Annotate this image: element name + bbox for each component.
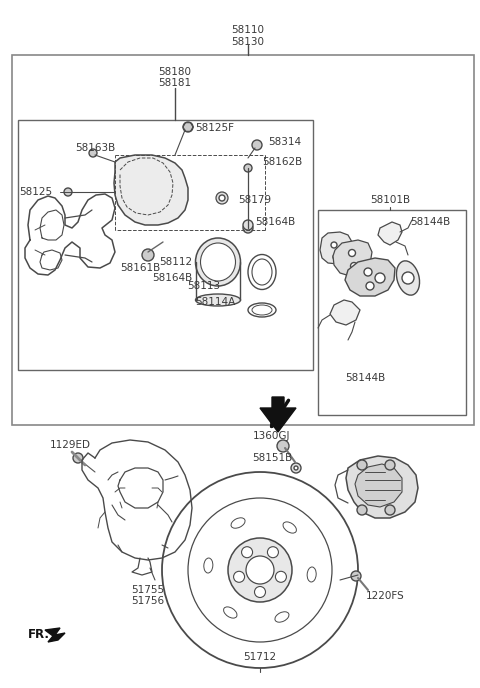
Ellipse shape [201, 243, 236, 281]
Bar [12, 55, 474, 425]
Text: 58144B: 58144B [345, 373, 385, 383]
Circle shape [364, 268, 372, 276]
Text: 58114A: 58114A [195, 297, 235, 307]
Circle shape [385, 460, 395, 470]
Circle shape [333, 254, 339, 260]
Circle shape [385, 505, 395, 515]
Text: 1129ED: 1129ED [49, 440, 91, 450]
Polygon shape [378, 222, 402, 245]
Circle shape [244, 164, 252, 172]
Ellipse shape [252, 305, 272, 315]
Polygon shape [114, 155, 188, 225]
Ellipse shape [275, 612, 289, 622]
Polygon shape [45, 628, 65, 642]
Text: 58314: 58314 [268, 137, 301, 147]
Circle shape [73, 453, 83, 463]
Circle shape [350, 263, 358, 270]
Polygon shape [333, 240, 372, 276]
Text: 58144B: 58144B [410, 217, 450, 227]
Text: 58180: 58180 [158, 67, 192, 77]
Ellipse shape [204, 558, 213, 573]
Circle shape [219, 195, 225, 201]
Circle shape [228, 538, 292, 602]
Polygon shape [320, 232, 352, 264]
Ellipse shape [195, 294, 240, 306]
Text: 58161B: 58161B [120, 263, 160, 273]
Circle shape [246, 556, 274, 584]
Circle shape [276, 571, 287, 582]
Text: 51756: 51756 [132, 596, 165, 606]
Text: 51755: 51755 [132, 585, 165, 595]
Ellipse shape [307, 567, 316, 582]
Polygon shape [355, 464, 402, 507]
Circle shape [375, 273, 385, 283]
Circle shape [351, 571, 361, 581]
Circle shape [331, 242, 337, 248]
Text: 58125F: 58125F [195, 123, 234, 133]
Circle shape [234, 571, 245, 582]
Circle shape [64, 188, 72, 196]
Text: 58179: 58179 [238, 195, 271, 205]
Circle shape [291, 463, 301, 473]
Text: FR.: FR. [28, 629, 50, 641]
Text: 58164B: 58164B [255, 217, 295, 227]
Ellipse shape [231, 518, 245, 528]
Polygon shape [345, 258, 395, 296]
Text: 1220FS: 1220FS [366, 591, 404, 601]
Text: 58162B: 58162B [262, 157, 302, 167]
Ellipse shape [224, 607, 237, 618]
Circle shape [254, 586, 265, 597]
Text: 58110: 58110 [231, 25, 264, 35]
Circle shape [216, 192, 228, 204]
Polygon shape [330, 300, 360, 325]
Text: 58181: 58181 [158, 78, 192, 88]
Circle shape [348, 250, 356, 257]
Text: 58130: 58130 [231, 37, 264, 47]
Text: 58163B: 58163B [75, 143, 115, 153]
Circle shape [277, 440, 289, 452]
Text: 58101B: 58101B [370, 195, 410, 205]
Circle shape [357, 505, 367, 515]
Circle shape [89, 149, 97, 157]
Ellipse shape [283, 522, 297, 533]
Circle shape [243, 220, 253, 230]
Bar [318, 210, 466, 415]
Circle shape [243, 223, 253, 233]
Circle shape [183, 122, 193, 132]
Text: 58125: 58125 [19, 187, 52, 197]
Circle shape [357, 460, 367, 470]
Ellipse shape [396, 261, 420, 295]
Circle shape [402, 272, 414, 284]
Circle shape [294, 466, 298, 470]
Text: 58151B: 58151B [252, 453, 292, 463]
Text: 58112: 58112 [159, 257, 192, 267]
Polygon shape [260, 397, 296, 432]
Text: 58113: 58113 [187, 281, 220, 291]
Text: 58164B: 58164B [152, 273, 192, 283]
Circle shape [366, 282, 374, 290]
Text: 1360GJ: 1360GJ [253, 431, 291, 441]
Polygon shape [346, 456, 418, 518]
Ellipse shape [252, 259, 272, 285]
Circle shape [252, 140, 262, 150]
Circle shape [267, 547, 278, 558]
Bar [18, 120, 313, 370]
Circle shape [142, 249, 154, 261]
Circle shape [241, 547, 252, 558]
Ellipse shape [195, 238, 240, 286]
Text: 51712: 51712 [243, 652, 276, 662]
